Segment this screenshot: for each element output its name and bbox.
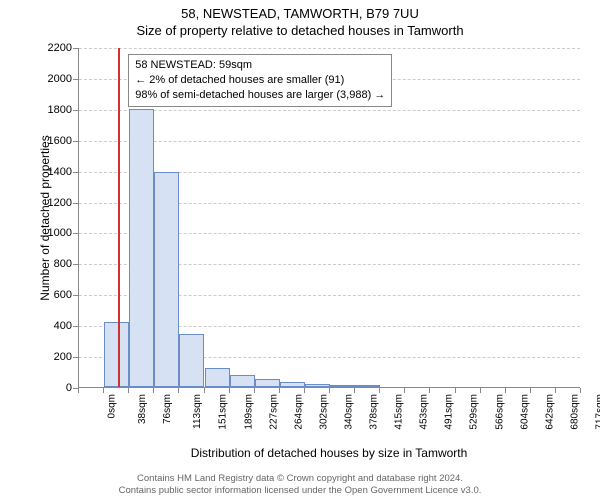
ytick-label: 800 <box>42 258 72 270</box>
chart-title-sub: Size of property relative to detached ho… <box>0 21 600 38</box>
histogram-bar <box>355 385 380 387</box>
ytick-label: 200 <box>42 351 72 363</box>
xtick-label: 340sqm <box>343 394 354 430</box>
ytick <box>73 264 78 265</box>
ytick <box>73 172 78 173</box>
xtick <box>153 388 154 393</box>
xtick-label: 717sqm <box>594 394 600 430</box>
ytick <box>73 141 78 142</box>
footer-line2: Contains public sector information licen… <box>0 485 600 497</box>
xtick <box>178 388 179 393</box>
xtick <box>329 388 330 393</box>
xtick-label: 189sqm <box>243 394 254 430</box>
histogram-bar <box>305 384 330 387</box>
xtick <box>379 388 380 393</box>
xtick-label: 642sqm <box>544 394 555 430</box>
xtick <box>103 388 104 393</box>
xtick-label: 264sqm <box>293 394 304 430</box>
xtick <box>128 388 129 393</box>
ytick <box>73 110 78 111</box>
ytick-label: 1800 <box>42 104 72 116</box>
ytick <box>73 203 78 204</box>
xtick <box>279 388 280 393</box>
footer-attribution: Contains HM Land Registry data © Crown c… <box>0 473 600 497</box>
xtick-label: 529sqm <box>469 394 480 430</box>
annotation-line2: ← 2% of detached houses are smaller (91) <box>135 73 385 88</box>
ytick-label: 2000 <box>42 73 72 85</box>
xtick-label: 0sqm <box>106 394 117 418</box>
xtick <box>580 388 581 393</box>
xtick-label: 378sqm <box>369 394 380 430</box>
annotation-line3: 98% of semi-detached houses are larger (… <box>135 88 385 103</box>
xtick <box>354 388 355 393</box>
xtick-label: 227sqm <box>268 394 279 430</box>
property-marker-line <box>118 48 120 387</box>
histogram-bar <box>330 385 355 387</box>
ytick-label: 1000 <box>42 227 72 239</box>
xtick-label: 604sqm <box>519 394 530 430</box>
histogram-bar <box>255 379 280 387</box>
xtick-label: 453sqm <box>419 394 430 430</box>
chart-title-main: 58, NEWSTEAD, TAMWORTH, B79 7UU <box>0 0 600 21</box>
chart-container: Number of detached properties 58 NEWSTEA… <box>46 48 580 410</box>
xtick <box>404 388 405 393</box>
histogram-bar <box>230 375 255 387</box>
xtick <box>505 388 506 393</box>
histogram-bar <box>179 334 204 387</box>
xtick-label: 38sqm <box>137 394 148 424</box>
xtick <box>555 388 556 393</box>
xtick <box>204 388 205 393</box>
xtick <box>429 388 430 393</box>
plot-area: 58 NEWSTEAD: 59sqm← 2% of detached house… <box>78 48 580 388</box>
xtick <box>78 388 79 393</box>
ytick <box>73 326 78 327</box>
ytick-label: 400 <box>42 320 72 332</box>
annotation-box: 58 NEWSTEAD: 59sqm← 2% of detached house… <box>128 54 392 107</box>
histogram-bar <box>104 322 129 387</box>
xtick-label: 113sqm <box>192 394 203 429</box>
ytick-label: 1200 <box>42 197 72 209</box>
xtick <box>229 388 230 393</box>
ytick-label: 2200 <box>42 42 72 54</box>
ytick <box>73 79 78 80</box>
ytick-label: 600 <box>42 289 72 301</box>
ytick <box>73 357 78 358</box>
xtick <box>304 388 305 393</box>
xtick-label: 151sqm <box>218 394 229 430</box>
xtick-label: 302sqm <box>318 394 329 430</box>
gridline-h <box>79 48 580 49</box>
histogram-bar <box>129 109 154 387</box>
xtick <box>480 388 481 393</box>
histogram-bar <box>280 382 305 387</box>
ytick-label: 1600 <box>42 135 72 147</box>
xtick <box>254 388 255 393</box>
xtick-label: 491sqm <box>444 394 455 430</box>
histogram-bar <box>205 368 230 387</box>
xtick <box>530 388 531 393</box>
xtick-label: 415sqm <box>394 394 405 430</box>
xtick-label: 566sqm <box>494 394 505 430</box>
ytick <box>73 233 78 234</box>
xtick <box>455 388 456 393</box>
annotation-line1: 58 NEWSTEAD: 59sqm <box>135 58 385 73</box>
ytick <box>73 295 78 296</box>
histogram-bar <box>154 172 179 387</box>
footer-line1: Contains HM Land Registry data © Crown c… <box>0 473 600 485</box>
ytick-label: 1400 <box>42 166 72 178</box>
ytick-label: 0 <box>42 382 72 394</box>
x-axis-label: Distribution of detached houses by size … <box>78 446 580 460</box>
xtick-label: 76sqm <box>162 394 173 424</box>
ytick <box>73 48 78 49</box>
xtick-label: 680sqm <box>569 394 580 430</box>
